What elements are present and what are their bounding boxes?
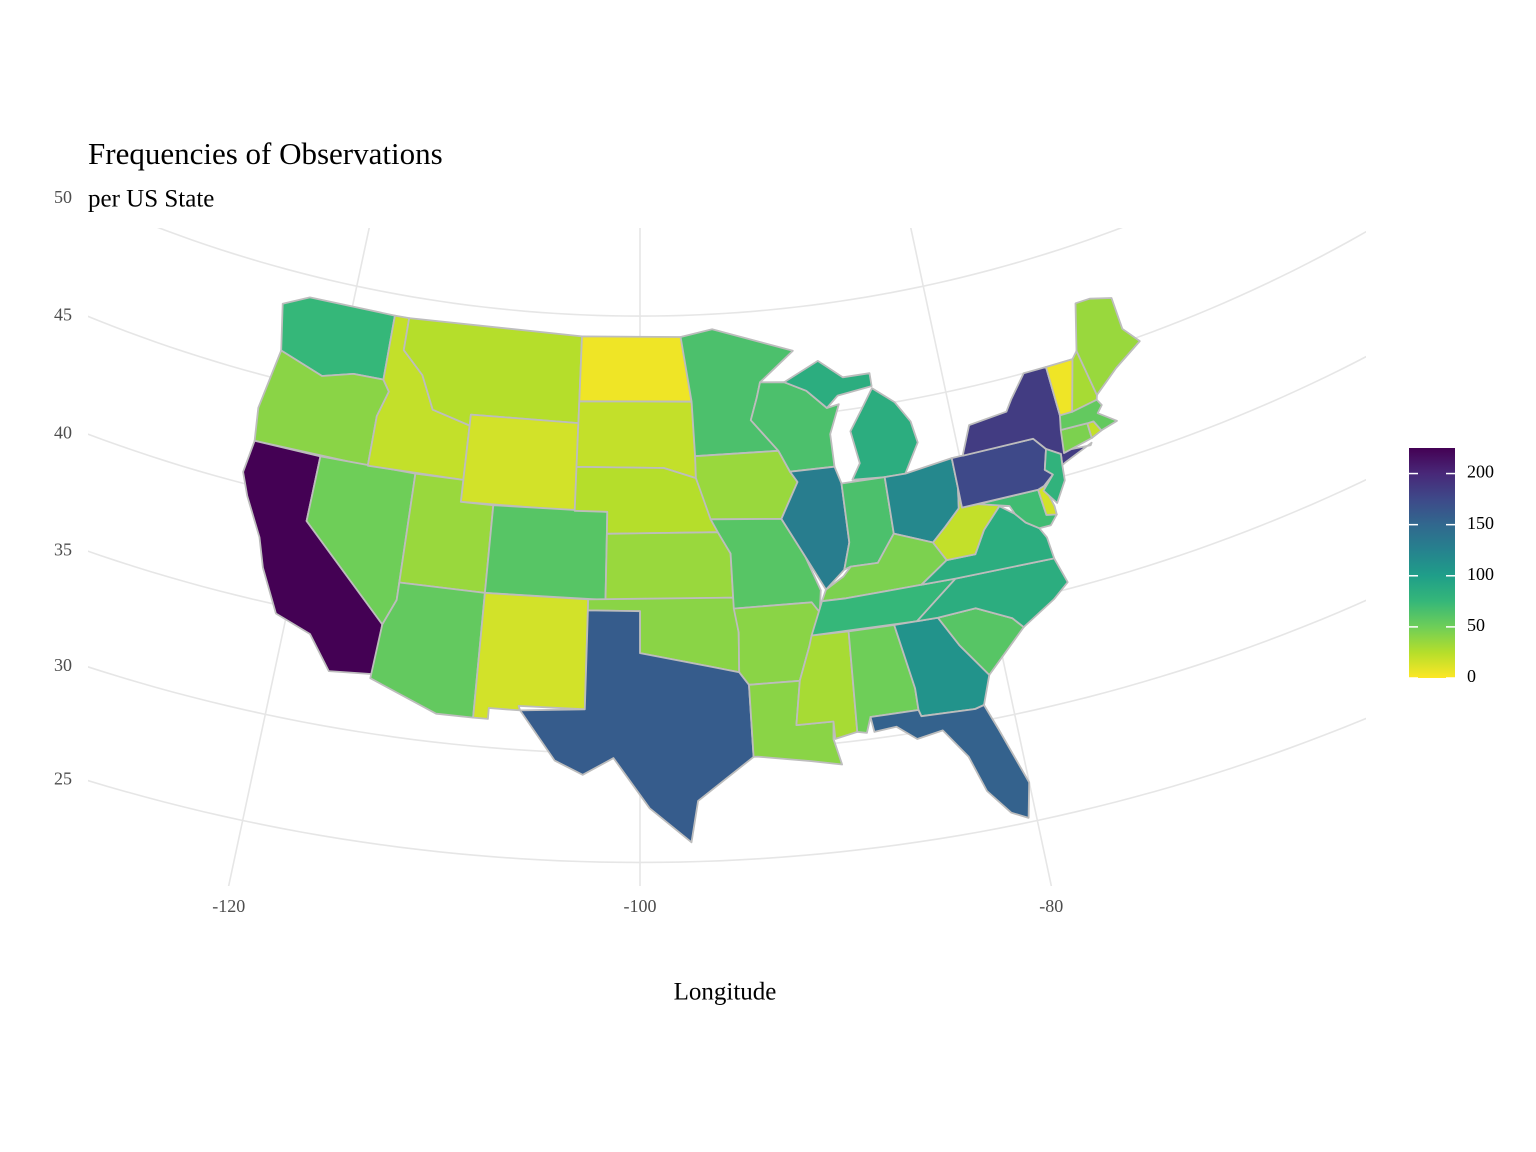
chart-title: Frequencies of Observations [88,136,443,171]
state [694,449,799,521]
colorbar-gradient [1409,448,1455,678]
state [1074,297,1141,396]
y-tick-label: 35 [54,539,72,559]
state [1059,398,1118,432]
y-tick-label: 30 [54,655,72,675]
x-tick-label: -120 [212,896,245,916]
state [780,465,851,591]
state [519,609,755,844]
states [242,296,1141,844]
state [1042,448,1066,504]
y-tick-label: 25 [54,769,72,789]
state [1071,350,1098,413]
x-axis-title: Longitude [674,979,777,1006]
colorbar-label: 100 [1467,564,1494,584]
y-tick-label: 40 [54,422,72,442]
x-tick-label: -100 [624,896,657,916]
x-tick-label: -80 [1039,896,1063,916]
state [869,704,1031,819]
y-tick-label: 50 [54,187,72,207]
state [472,592,590,720]
colorbar-label: 200 [1467,462,1494,482]
state [484,504,609,601]
state [459,413,580,512]
state [604,531,734,601]
colorbar-label: 0 [1467,666,1476,686]
y-tick-label: 45 [54,305,72,325]
colorbar-label: 150 [1467,513,1494,533]
state [578,335,693,403]
colorbar: 0 50 100 150 200 [1409,448,1494,686]
colorbar-label: 50 [1467,615,1485,635]
chart-subtitle: per US State [88,186,214,213]
